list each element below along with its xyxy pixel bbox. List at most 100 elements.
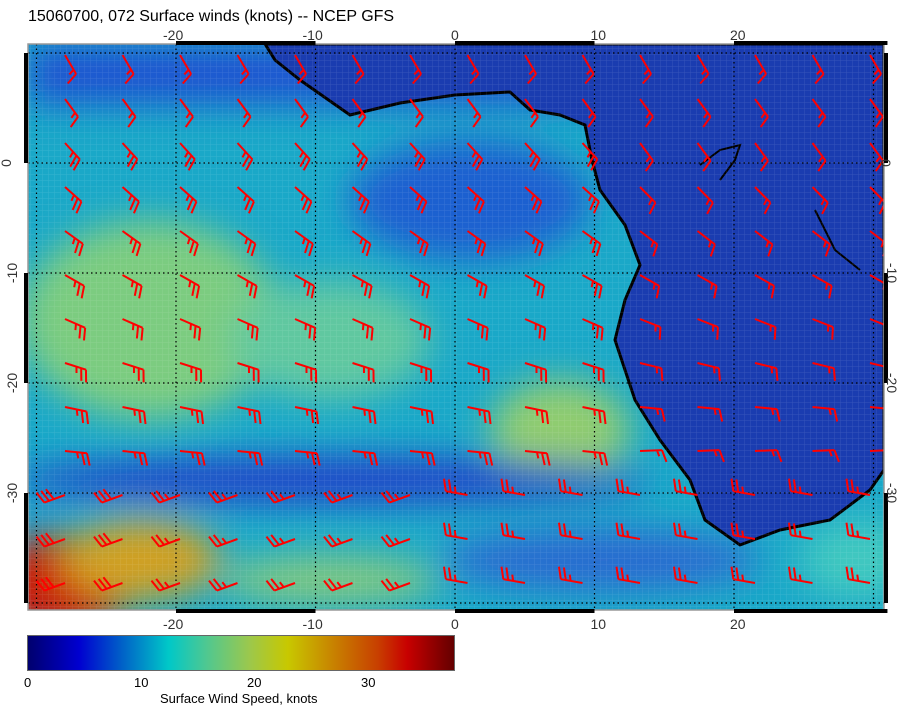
wind-barb — [351, 98, 367, 128]
wind-barb — [294, 274, 316, 299]
lat-label: -30 — [884, 482, 901, 504]
frame-scale-bar — [884, 493, 888, 603]
wind-barb — [380, 578, 411, 592]
wind-barb — [35, 576, 66, 592]
wind-barb — [351, 230, 372, 257]
wind-barb — [294, 362, 318, 383]
wind-barb — [869, 406, 884, 410]
wind-barb — [812, 406, 839, 422]
wind-barb — [64, 274, 86, 299]
wind-barb — [466, 54, 480, 85]
lat-label: -20 — [4, 372, 21, 394]
wind-barb — [208, 490, 238, 504]
wind-barb — [639, 406, 666, 422]
wind-barb — [466, 186, 485, 214]
frame-scale-bar — [884, 273, 888, 383]
wind-barb — [812, 362, 836, 381]
wind-barb — [787, 478, 813, 496]
wind-barb — [93, 532, 123, 548]
wind-barb — [697, 406, 724, 422]
wind-barb — [466, 98, 482, 128]
wind-barb — [352, 406, 377, 425]
wind-barb — [524, 362, 548, 383]
wind-barb — [64, 142, 81, 171]
wind-barb — [35, 532, 66, 548]
wind-barb — [294, 230, 314, 257]
wind-barb — [869, 54, 882, 85]
wind-barb — [845, 566, 871, 584]
wind-barb — [294, 406, 320, 425]
frame-scale-bar — [734, 41, 888, 45]
wind-barb — [524, 186, 543, 214]
wind-barb — [122, 406, 147, 425]
wind-barb — [581, 54, 595, 85]
wind-barb — [582, 274, 603, 299]
wind-barb — [121, 142, 139, 171]
wind-barb — [122, 362, 145, 383]
lon-label: 0 — [451, 27, 459, 43]
wind-barb — [672, 522, 698, 540]
colorbar — [27, 635, 455, 671]
lat-label: -10 — [4, 262, 21, 284]
wind-barb — [351, 186, 370, 214]
wind-barb — [467, 274, 488, 299]
wind-barb — [639, 449, 668, 463]
wind-barb — [409, 406, 435, 425]
wind-barb — [265, 490, 296, 504]
wind-barb — [121, 186, 140, 214]
wind-barb — [696, 54, 710, 85]
frame-scale-bar — [176, 41, 316, 45]
frame-scale-bar — [24, 273, 28, 383]
wind-barb — [524, 54, 537, 85]
wind-barb — [35, 488, 66, 504]
wind-barb — [639, 98, 654, 128]
wind-barb — [467, 450, 494, 466]
wind-barb — [294, 450, 321, 466]
wind-barb — [442, 478, 468, 496]
colorbar-tick: 30 — [361, 675, 376, 690]
wind-barb — [409, 54, 422, 85]
wind-barb — [236, 142, 254, 171]
wind-barb — [352, 274, 373, 299]
wind-barb — [869, 318, 884, 326]
wind-barb — [639, 362, 664, 381]
wind-barb — [730, 522, 756, 540]
wind-barb — [409, 362, 433, 383]
wind-barb — [754, 449, 783, 463]
wind-barb — [121, 54, 135, 85]
wind-barb — [524, 274, 546, 299]
wind-barb — [524, 406, 550, 425]
wind-barb — [581, 186, 600, 214]
wind-barb — [121, 230, 142, 257]
colorbar-tick: 20 — [247, 675, 262, 690]
wind-barb — [208, 578, 238, 592]
wind-barb — [409, 142, 426, 171]
wind-barb — [179, 406, 205, 425]
wind-barb — [64, 450, 91, 466]
wind-barb — [409, 450, 436, 466]
wind-barb — [730, 566, 756, 584]
wind-barb — [179, 274, 201, 299]
wind-barb — [524, 98, 539, 128]
wind-barb — [150, 490, 181, 504]
wind-barb — [811, 54, 825, 85]
wind-barb — [179, 186, 198, 214]
frame-scale-bar — [24, 53, 28, 163]
wind-barb — [754, 406, 781, 422]
wind-barb — [754, 318, 777, 340]
lat-label: 0 — [0, 159, 14, 167]
wind-barb — [639, 274, 661, 299]
wind-barb — [812, 449, 840, 463]
wind-barb — [754, 230, 774, 257]
wind-barb — [352, 318, 374, 341]
wind-barb — [409, 318, 432, 341]
wind-barb — [64, 406, 90, 425]
wind-barb — [754, 274, 776, 299]
wind-barb — [121, 98, 137, 128]
lon-label: -20 — [163, 616, 184, 632]
lon-label: -10 — [302, 616, 323, 632]
wind-barb — [237, 450, 264, 466]
wind-barb — [639, 230, 659, 257]
wind-barb — [696, 142, 712, 172]
